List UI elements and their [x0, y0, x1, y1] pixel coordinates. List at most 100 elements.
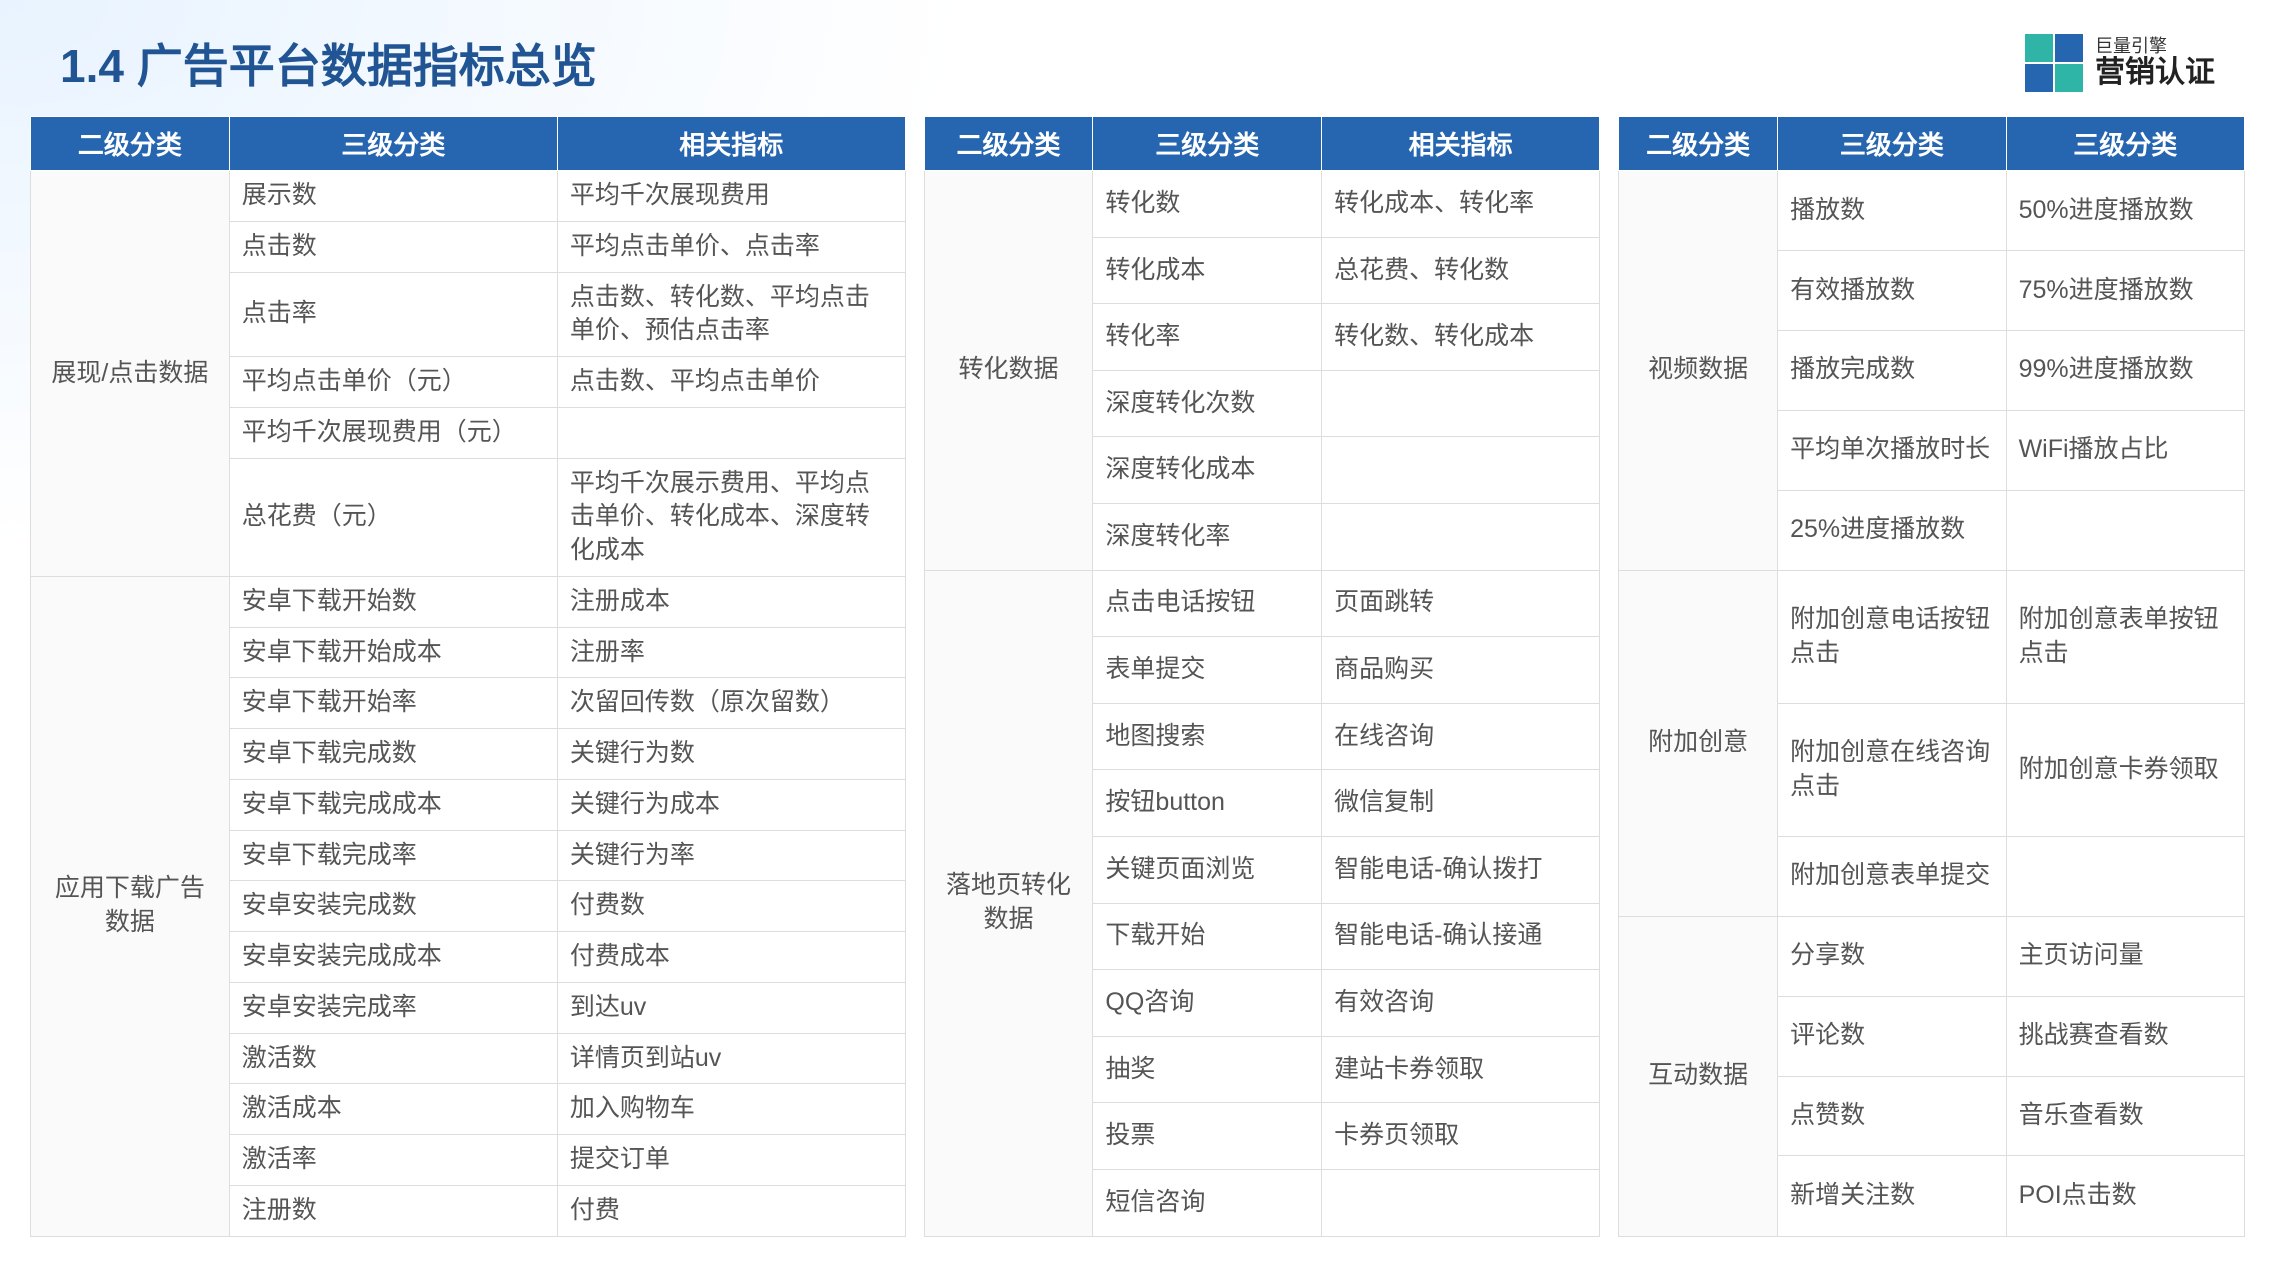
level3-cell: 分享数 — [1778, 916, 2007, 996]
metric-cell: 微信复制 — [1322, 770, 1600, 837]
column-header: 二级分类 — [31, 117, 230, 171]
level3-cell: 表单提交 — [1093, 637, 1322, 704]
level3-cell: 注册数 — [229, 1185, 557, 1236]
level3-cell: 转化率 — [1093, 304, 1322, 371]
table-row: 转化数据转化数转化成本、转化率 — [924, 171, 1600, 238]
metric-cell: 智能电话-确认接通 — [1322, 903, 1600, 970]
level3-cell: 附加创意在线咨询点击 — [1778, 703, 2007, 836]
level3-cell: 点击数 — [229, 221, 557, 272]
category-cell: 展现/点击数据 — [31, 171, 230, 577]
metric-cell: 挑战赛查看数 — [2006, 996, 2244, 1076]
table-row: 互动数据分享数主页访问量 — [1619, 916, 2245, 996]
level3-cell: 安卓下载完成率 — [229, 830, 557, 881]
level3-cell: 有效播放数 — [1778, 250, 2007, 330]
level3-cell: 安卓安装完成数 — [229, 881, 557, 932]
level3-cell: 评论数 — [1778, 996, 2007, 1076]
column-header: 三级分类 — [1093, 117, 1322, 171]
logo-subtitle: 巨量引擎 — [2095, 37, 2215, 57]
metric-cell — [1322, 1169, 1600, 1236]
level3-cell: 点击电话按钮 — [1093, 570, 1322, 637]
level3-cell: 抽奖 — [1093, 1036, 1322, 1103]
metric-cell: 卡券页领取 — [1322, 1103, 1600, 1170]
level3-cell: 新增关注数 — [1778, 1156, 2007, 1236]
level3-cell: 点击率 — [229, 272, 557, 357]
metric-cell: 注册率 — [557, 627, 905, 678]
metric-cell: 有效咨询 — [1322, 970, 1600, 1037]
metric-cell: 主页访问量 — [2006, 916, 2244, 996]
metric-cell — [1322, 503, 1600, 570]
level3-cell: 总花费（元） — [229, 458, 557, 576]
table-row: 视频数据播放数50%进度播放数 — [1619, 171, 2245, 251]
column-header: 三级分类 — [229, 117, 557, 171]
metric-cell: 详情页到站uv — [557, 1033, 905, 1084]
level3-cell: 投票 — [1093, 1103, 1322, 1170]
metric-cell — [1322, 370, 1600, 437]
category-cell: 视频数据 — [1619, 171, 1778, 571]
level3-cell: 激活率 — [229, 1135, 557, 1186]
table-row: 附加创意附加创意电话按钮点击附加创意表单按钮点击 — [1619, 570, 2245, 703]
level3-cell: 下载开始 — [1093, 903, 1322, 970]
table-2: 二级分类三级分类相关指标转化数据转化数转化成本、转化率转化成本总花费、转化数转化… — [924, 116, 1601, 1237]
level3-cell: 转化数 — [1093, 171, 1322, 238]
metric-cell: 到达uv — [557, 982, 905, 1033]
metric-cell: 建站卡券领取 — [1322, 1036, 1600, 1103]
category-cell: 互动数据 — [1619, 916, 1778, 1236]
level3-cell: 附加创意表单提交 — [1778, 836, 2007, 916]
level3-cell: 激活数 — [229, 1033, 557, 1084]
level3-cell: 安卓下载开始成本 — [229, 627, 557, 678]
metric-cell: 附加创意表单按钮点击 — [2006, 570, 2244, 703]
table-row: 落地页转化数据点击电话按钮页面跳转 — [924, 570, 1600, 637]
category-cell: 附加创意 — [1619, 570, 1778, 916]
metric-cell: 平均千次展示费用、平均点击单价、转化成本、深度转化成本 — [557, 458, 905, 576]
level3-cell: 短信咨询 — [1093, 1169, 1322, 1236]
metric-cell: 75%进度播放数 — [2006, 250, 2244, 330]
metric-cell: 50%进度播放数 — [2006, 171, 2244, 251]
level3-cell: 点赞数 — [1778, 1076, 2007, 1156]
category-cell: 应用下载广告数据 — [31, 576, 230, 1236]
metric-cell: 平均千次展现费用 — [557, 171, 905, 222]
metric-cell: POI点击数 — [2006, 1156, 2244, 1236]
metric-cell: WiFi播放占比 — [2006, 410, 2244, 490]
level3-cell: 深度转化次数 — [1093, 370, 1322, 437]
level3-cell: 关键页面浏览 — [1093, 836, 1322, 903]
level3-cell: 平均千次展现费用（元） — [229, 407, 557, 458]
level3-cell: 展示数 — [229, 171, 557, 222]
metric-cell: 附加创意卡券领取 — [2006, 703, 2244, 836]
table-3: 二级分类三级分类三级分类视频数据播放数50%进度播放数有效播放数75%进度播放数… — [1618, 116, 2245, 1237]
category-cell: 落地页转化数据 — [924, 570, 1093, 1236]
metric-cell — [2006, 490, 2244, 570]
level3-cell: 附加创意电话按钮点击 — [1778, 570, 2007, 703]
column-header: 二级分类 — [1619, 117, 1778, 171]
metric-cell: 付费成本 — [557, 932, 905, 983]
level3-cell: 安卓下载开始数 — [229, 576, 557, 627]
level3-cell: 深度转化成本 — [1093, 437, 1322, 504]
metric-cell: 总花费、转化数 — [1322, 237, 1600, 304]
table-1: 二级分类三级分类相关指标展现/点击数据展示数平均千次展现费用点击数平均点击单价、… — [30, 116, 906, 1237]
column-header: 相关指标 — [1322, 117, 1600, 171]
level3-cell: QQ咨询 — [1093, 970, 1322, 1037]
metric-cell: 商品购买 — [1322, 637, 1600, 704]
metric-cell: 次留回传数（原次留数） — [557, 678, 905, 729]
table-row: 应用下载广告数据安卓下载开始数注册成本 — [31, 576, 906, 627]
level3-cell: 安卓安装完成成本 — [229, 932, 557, 983]
metric-cell: 智能电话-确认拨打 — [1322, 836, 1600, 903]
metric-cell: 关键行为数 — [557, 729, 905, 780]
level3-cell: 安卓安装完成率 — [229, 982, 557, 1033]
column-header: 三级分类 — [1778, 117, 2007, 171]
metric-cell — [557, 407, 905, 458]
page-title: 1.4 广告平台数据指标总览 — [60, 30, 597, 96]
metric-cell: 提交订单 — [557, 1135, 905, 1186]
column-header: 二级分类 — [924, 117, 1093, 171]
level3-cell: 播放完成数 — [1778, 330, 2007, 410]
metric-cell: 注册成本 — [557, 576, 905, 627]
metric-cell: 平均点击单价、点击率 — [557, 221, 905, 272]
level3-cell: 25%进度播放数 — [1778, 490, 2007, 570]
level3-cell: 平均单次播放时长 — [1778, 410, 2007, 490]
metric-cell: 音乐查看数 — [2006, 1076, 2244, 1156]
level3-cell: 安卓下载开始率 — [229, 678, 557, 729]
logo-icon — [2025, 34, 2083, 92]
level3-cell: 安卓下载完成数 — [229, 729, 557, 780]
metric-cell: 付费 — [557, 1185, 905, 1236]
metric-cell: 转化成本、转化率 — [1322, 171, 1600, 238]
metric-cell: 页面跳转 — [1322, 570, 1600, 637]
